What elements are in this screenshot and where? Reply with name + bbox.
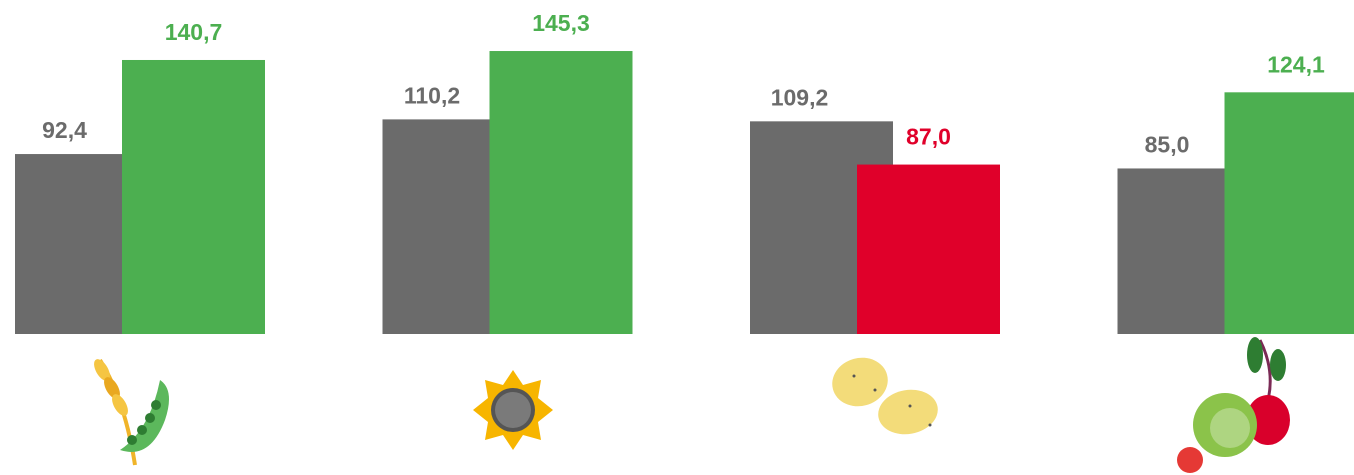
bar bbox=[1225, 92, 1354, 334]
data-label: 85,0 bbox=[1145, 132, 1190, 158]
potato-icon bbox=[827, 352, 942, 439]
bar bbox=[857, 165, 1000, 334]
bar bbox=[122, 60, 265, 334]
data-label: 124,1 bbox=[1267, 51, 1325, 77]
data-label: 92,4 bbox=[42, 117, 87, 143]
data-label: 87,0 bbox=[906, 124, 951, 150]
vegetables-icon bbox=[1177, 337, 1290, 473]
data-label: 140,7 bbox=[165, 19, 223, 45]
bars: 92,4 140,7 110,2 145,3 109,2 87,0 85,0 124,1 bbox=[15, 10, 1354, 334]
sunflower-icon bbox=[473, 370, 553, 450]
grain-pea-icon bbox=[91, 357, 169, 465]
data-label: 109,2 bbox=[771, 84, 829, 110]
chart: 92,4 140,7 110,2 145,3 109,2 87,0 85,0 124,1 bbox=[0, 0, 1354, 475]
data-label: 145,3 bbox=[532, 10, 590, 36]
bar bbox=[490, 51, 633, 334]
data-label: 110,2 bbox=[404, 82, 460, 108]
